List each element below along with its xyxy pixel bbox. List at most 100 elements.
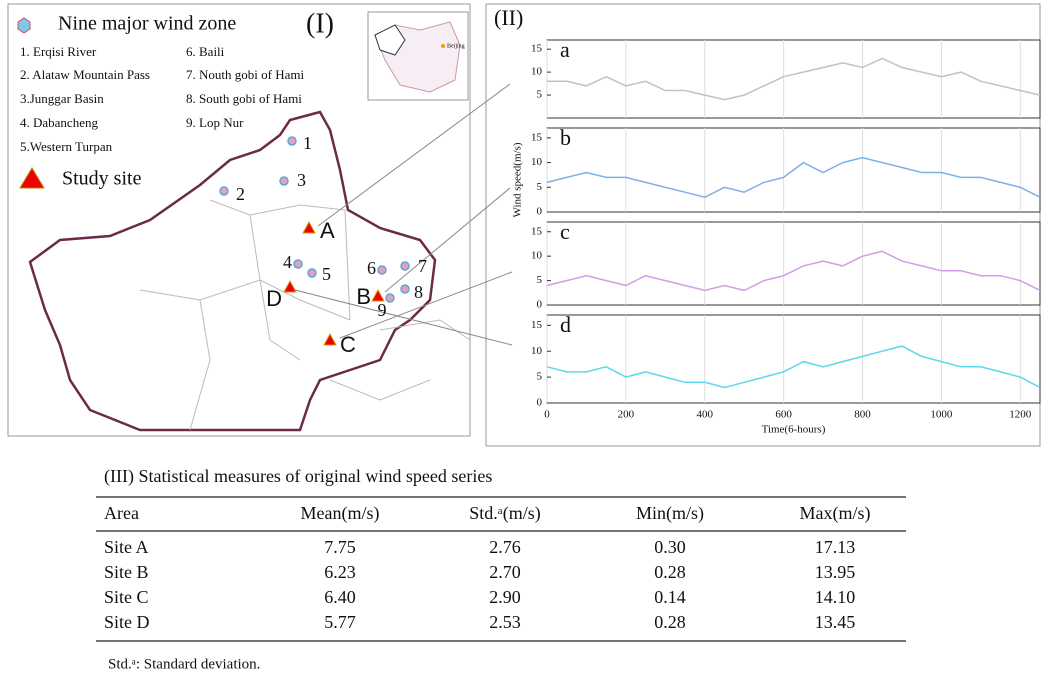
panel-label: (II) (494, 5, 523, 30)
legend-triangle (19, 167, 45, 189)
table-cell: 2.53 (489, 612, 521, 632)
table-title: (III) Statistical measures of original w… (104, 466, 492, 487)
y-tick-label: 10 (531, 66, 543, 78)
x-tick-label: 1000 (930, 409, 953, 421)
zone-marker (219, 186, 229, 196)
chart-title: d (560, 312, 571, 337)
table-cell: 2.76 (489, 537, 521, 557)
table-cell: 14.10 (815, 587, 856, 607)
zone-name: 1. Erqisi River (20, 44, 97, 59)
table-cell: Site C (104, 587, 149, 607)
zone-marker (287, 136, 297, 146)
table-cell: 2.90 (489, 587, 521, 607)
table-cell: 0.30 (654, 537, 686, 557)
y-tick-label: 15 (531, 43, 543, 55)
zone-marker (400, 284, 410, 294)
region-map (28, 110, 437, 432)
inset-beijing-dot (441, 44, 445, 48)
site-label: D (266, 286, 282, 311)
zone-name: 4. Dabancheng (20, 115, 98, 130)
site-label: A (320, 218, 335, 243)
plot-frame (546, 314, 1041, 404)
x-tick-label: 1200 (1009, 409, 1032, 421)
table-cell: 17.13 (815, 537, 856, 557)
legend-title: Nine major wind zone (58, 13, 236, 35)
table-cell: 13.95 (815, 562, 856, 582)
y-tick-label: 5 (537, 371, 543, 383)
y-tick-label: 5 (537, 274, 543, 286)
y-tick-label: 0 (537, 206, 543, 218)
connector-lines (294, 83, 513, 346)
inset-region (374, 24, 406, 56)
legend-hexagon (17, 17, 31, 34)
y-tick-label: 10 (531, 345, 543, 357)
zone-label: 5 (322, 264, 331, 284)
table-footnote: Std.ᵃ: Standard deviation. (108, 656, 260, 672)
site-marker (283, 279, 297, 293)
table-cell: 13.45 (815, 612, 856, 632)
zone-marker (400, 261, 410, 271)
table-cell: 7.75 (324, 537, 356, 557)
site-marker (302, 220, 316, 234)
table-cell: Site B (104, 562, 149, 582)
chart-title: b (560, 125, 571, 150)
zone-name: 3.Junggar Basin (20, 91, 104, 106)
table-cell: 5.77 (324, 612, 356, 632)
chart-title: c (560, 219, 570, 244)
series-line (547, 57, 1041, 101)
zone-marker (385, 293, 395, 303)
y-tick-label: 10 (531, 156, 543, 168)
series-line (546, 345, 1041, 389)
site-marker (323, 332, 337, 346)
table-cell: 6.40 (324, 587, 356, 607)
zone-label: 6 (367, 258, 376, 278)
zone-name: 7. Nouth gobi of Hami (186, 67, 304, 82)
table-header: Area (104, 503, 139, 523)
site-marker (371, 288, 385, 302)
x-tick-label: 800 (854, 409, 871, 421)
table-cell: Site A (104, 537, 149, 557)
y-tick-label: 15 (531, 131, 543, 143)
table-cell: 0.14 (654, 587, 686, 607)
y-axis-label: Wind speed(m/s) (512, 142, 524, 217)
x-tick-label: 0 (544, 409, 550, 421)
series-line (546, 250, 1041, 292)
y-tick-label: 5 (537, 181, 543, 193)
map-borders (139, 199, 471, 431)
table-header: Min(m/s) (636, 503, 704, 524)
site-label: C (340, 332, 356, 357)
y-tick-label: 15 (531, 319, 543, 331)
y-tick-label: 0 (537, 299, 543, 311)
x-tick-label: 200 (618, 409, 635, 421)
table-header: Std.ᵃ(m/s) (469, 503, 540, 524)
table-cell: 6.23 (324, 562, 356, 582)
y-tick-label: 10 (531, 250, 543, 262)
zone-label: 8 (414, 282, 423, 302)
plot-frame (546, 39, 1041, 119)
chart-title: a (560, 37, 570, 62)
zone-marker (279, 176, 289, 186)
zone-label: 3 (297, 170, 306, 190)
y-tick-label: 0 (537, 397, 543, 409)
zone-label: 4 (283, 252, 292, 272)
zone-marker (377, 265, 387, 275)
zone-name: 5.Western Turpan (20, 139, 113, 154)
site-label: B (356, 284, 371, 309)
zone-marker (293, 259, 303, 269)
table-cell: 0.28 (654, 612, 686, 632)
panel-i-frame (7, 3, 471, 437)
zone-name: 8. South gobi of Hami (186, 91, 302, 106)
zone-label: 7 (418, 256, 427, 276)
table-cell: 0.28 (654, 562, 686, 582)
zone-label: 9 (378, 300, 387, 320)
zone-name: 9. Lop Nur (186, 115, 244, 130)
panel-label: (I) (306, 8, 334, 39)
zone-name: 6. Baili (186, 44, 225, 59)
plot-frame (546, 221, 1041, 306)
zone-label: 2 (236, 184, 245, 204)
table-header: Mean(m/s) (301, 503, 380, 524)
x-tick-label: 400 (697, 409, 714, 421)
y-tick-label: 15 (531, 225, 543, 237)
legend-study-site: Study site (62, 168, 142, 190)
